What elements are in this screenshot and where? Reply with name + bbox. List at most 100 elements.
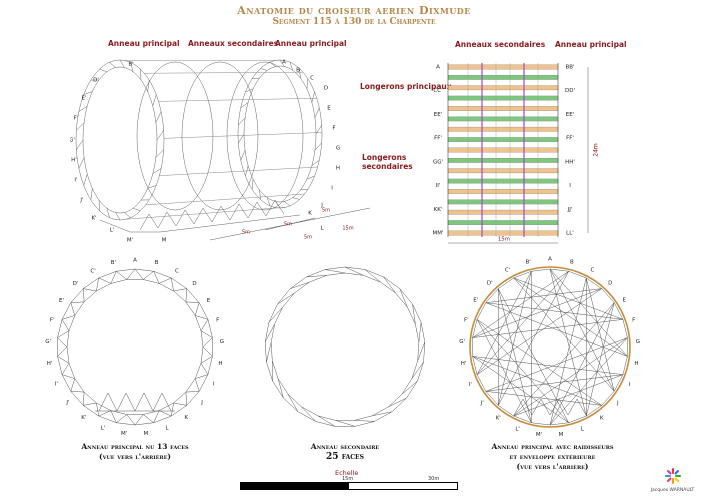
bracing-wire <box>476 319 602 406</box>
plan-band <box>447 220 559 225</box>
bracing-wire <box>549 268 587 417</box>
truss-web <box>143 271 154 280</box>
ring-web <box>306 175 315 180</box>
ring-web <box>252 77 260 79</box>
truss-web <box>83 288 97 292</box>
ring-web <box>364 269 381 283</box>
caption-ring13-line1: Anneau principal nu 13 faces <box>81 442 189 451</box>
perspective-letter: A <box>282 60 286 66</box>
ring-web <box>133 207 141 212</box>
perspective-letter: K <box>308 211 312 217</box>
ring-web <box>306 78 309 89</box>
perspective-letter: G' <box>70 138 75 144</box>
ring-web <box>269 61 276 67</box>
plan-letter-left: MM' <box>432 231 443 237</box>
ring13-letter: I <box>213 382 215 388</box>
ring-web <box>311 160 320 166</box>
plan-band <box>447 178 559 184</box>
truss-web <box>194 378 200 392</box>
keel-truss <box>247 201 267 219</box>
plan-letter-right: JJ' <box>567 207 573 213</box>
bracing-wire <box>476 319 569 423</box>
truss-web <box>116 271 127 280</box>
bracing-wire <box>485 391 602 406</box>
ring-web <box>344 266 364 276</box>
ringenv-letter: H <box>634 361 638 367</box>
ring-web <box>284 201 291 207</box>
perspective-letter: D' <box>93 78 99 84</box>
bracing-wire <box>485 288 602 303</box>
ring-web <box>317 415 336 427</box>
ringenv-letter: G <box>636 339 640 345</box>
ring-web <box>78 157 85 169</box>
truss-web <box>96 402 99 417</box>
bracing-wire <box>498 271 569 406</box>
bracing-wire <box>476 271 569 375</box>
keel-truss <box>567 398 587 416</box>
secondary-ring <box>226 61 304 211</box>
truss-web <box>83 392 85 406</box>
perspective-letter: I <box>331 186 333 192</box>
ringenv-letter: C' <box>505 267 510 273</box>
bracing-wire <box>513 374 624 417</box>
ring-web <box>130 62 134 72</box>
star-logo-icon <box>664 468 681 484</box>
perspective-letter: G <box>336 146 340 152</box>
ring13-letter: E' <box>59 298 64 304</box>
ring-web <box>109 62 116 68</box>
bracing-wire <box>498 288 532 423</box>
plan-letter-left: KK' <box>434 207 443 213</box>
truss-web <box>195 315 209 320</box>
caption-ring13: Anneau principal nu 13 faces (vue vers l… <box>55 442 215 462</box>
ring-web <box>277 378 284 399</box>
ring13-letter: B' <box>111 260 116 266</box>
ringenv-letter: B <box>570 259 574 265</box>
truss-web <box>57 337 68 348</box>
keel-truss <box>229 203 249 221</box>
bracing-wire <box>513 302 615 417</box>
bracing-wire <box>485 302 628 357</box>
scale-bar-black <box>241 483 349 489</box>
longeron <box>159 166 318 176</box>
ring-web <box>399 288 408 308</box>
ring13-letter: E <box>207 298 211 304</box>
ring-web <box>279 59 285 67</box>
ring-web <box>78 105 88 112</box>
truss-web <box>194 302 200 316</box>
ringenv-letter: I' <box>469 382 472 388</box>
scale-title: Echelle <box>335 469 359 477</box>
plan-letter-left: A <box>436 65 440 71</box>
dim-label: 5m <box>284 222 292 228</box>
truss-web <box>57 356 70 364</box>
ring13-letter: L <box>165 425 169 431</box>
plan-band <box>447 189 559 194</box>
plan-letter-left: II' <box>436 183 441 189</box>
truss-web <box>143 414 154 423</box>
truss-web <box>96 277 99 292</box>
ringenv-letter: D <box>608 280 612 286</box>
bracing-wire <box>472 271 569 338</box>
caption-ring25: Anneau secondaire 25 faces <box>265 442 425 462</box>
bracing-wires <box>472 268 628 426</box>
ring13-letter: J <box>200 400 203 406</box>
dim-label: 5m <box>322 208 330 214</box>
bracing-wire <box>586 302 615 417</box>
ring13-letter: C <box>175 268 179 274</box>
ring13-letter: L' <box>101 425 106 431</box>
bracing-wire <box>498 288 569 423</box>
ring13-letter: D <box>192 281 196 287</box>
page-title: Anatomie du croiseur aerien Dixmude <box>237 4 471 17</box>
plan-letter-right: I <box>569 183 571 189</box>
truss-web <box>70 301 85 303</box>
perspective-letter: F' <box>74 116 79 122</box>
truss-web <box>153 410 160 423</box>
label-plan-anneaux-secondaires: Anneaux secondaires <box>455 40 546 49</box>
caption-ring25-line2: 25 faces <box>326 452 364 462</box>
ring-web <box>119 59 125 68</box>
ring-web <box>240 150 246 161</box>
truss-web <box>70 302 76 316</box>
ring-web <box>152 94 157 107</box>
ring-web <box>301 406 316 422</box>
ring13-letter: C' <box>90 268 95 274</box>
label-longerons-secondaires: Longerons secondaires <box>362 153 413 171</box>
